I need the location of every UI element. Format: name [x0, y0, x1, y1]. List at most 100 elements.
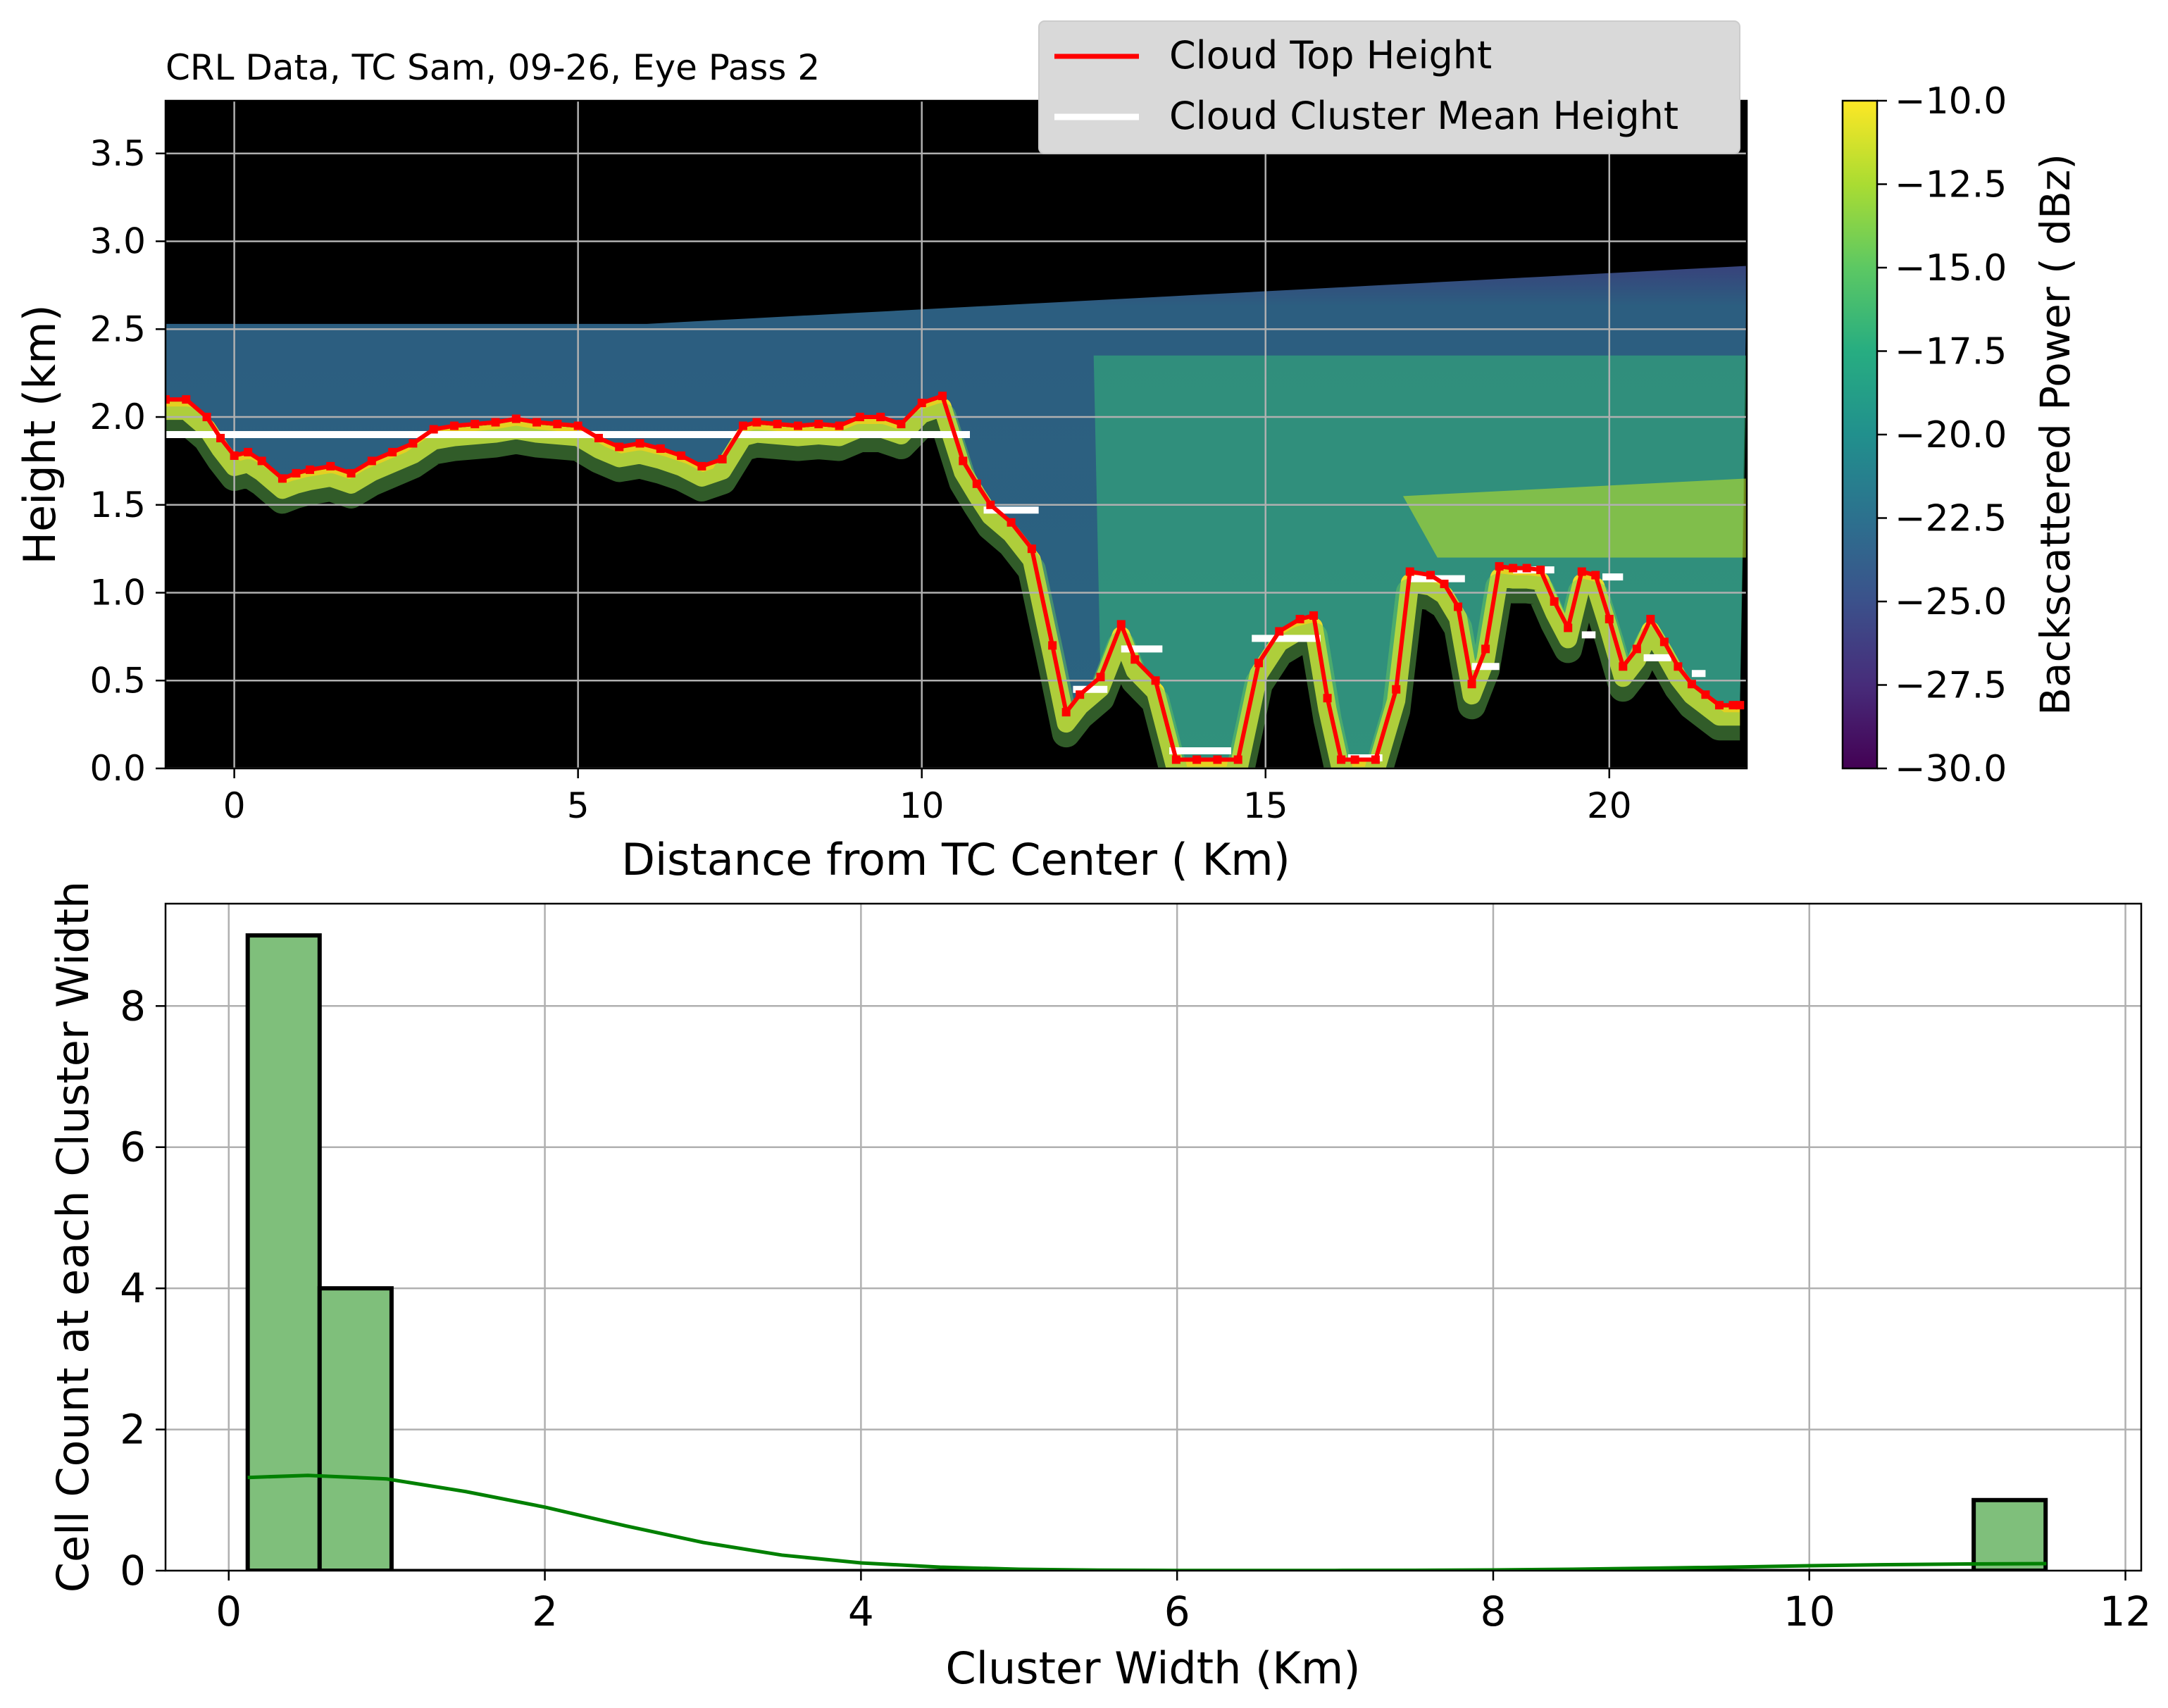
cloud-top-point: [1714, 701, 1724, 710]
cloud-top-point: [1426, 571, 1435, 580]
backscatter-bright-region: [1402, 478, 1747, 558]
histogram-y-tick-label: 2: [120, 1406, 146, 1454]
heatmap-y-tick-label: 1.5: [89, 485, 146, 525]
cloud-top-point: [1467, 680, 1476, 689]
cloud-top-point: [1254, 659, 1263, 668]
cloud-top-point: [1371, 755, 1380, 764]
histogram-x-tick-label: 10: [1783, 1588, 1836, 1635]
histogram-y-ticks: 0 2 4 6 8: [120, 982, 166, 1595]
cloud-top-point: [230, 451, 239, 460]
histogram-y-tick-label: 8: [120, 982, 146, 1030]
cloud-top-point: [1116, 620, 1126, 629]
cloud-top-point: [1405, 567, 1414, 576]
histogram-x-ticks: 0 2 4 6 8 10 12: [216, 1571, 2151, 1635]
cloud-top-point: [738, 421, 747, 430]
histogram-x-tick-label: 2: [532, 1588, 558, 1635]
cloud-top-point: [511, 414, 521, 423]
cloud-top-point: [986, 500, 995, 509]
histogram-x-tick-label: 4: [848, 1588, 874, 1635]
cloud-top-point: [429, 425, 438, 434]
heatmap-y-tick-label: 2.5: [89, 308, 146, 349]
histogram-y-tick-label: 6: [120, 1123, 146, 1171]
cloud-top-point: [677, 451, 686, 460]
cloud-top-point: [1736, 701, 1745, 710]
legend: Cloud Top Height Cloud Cluster Mean Heig…: [1038, 20, 1740, 154]
colorbar-ticks: −10.0 −12.5 −15.0 −17.5 −20.0 −22.5 −25.0 −27.5…: [1877, 80, 2007, 790]
cloud-top-point: [1130, 655, 1140, 664]
cloud-top-point: [1632, 644, 1641, 654]
cloud-top-point: [1659, 637, 1669, 647]
cloud-top-height-markers: [166, 392, 1745, 764]
heatmap-x-tick-label: 20: [1587, 785, 1632, 826]
histogram-grid: [166, 904, 2141, 1571]
heatmap-title: CRL Data, TC Sam, 09-26, Eye Pass 2: [166, 47, 820, 88]
cloud-top-point: [491, 418, 500, 427]
cloud-top-point: [635, 439, 644, 448]
cloud-top-point: [1061, 708, 1071, 717]
heatmap-x-tick-label: 5: [567, 785, 590, 826]
heatmap-y-tick-label: 1.0: [89, 573, 146, 613]
histogram-bar: [317, 1286, 394, 1571]
colorbar-gradient: [1841, 99, 1879, 770]
cloud-top-point: [1323, 694, 1332, 703]
cloud-top-point: [1619, 662, 1628, 671]
cloud-top-point: [1007, 518, 1016, 527]
below-cloud-region: [166, 409, 1747, 768]
cloud-top-point: [1495, 562, 1504, 571]
cloud-top-point: [1027, 544, 1036, 554]
cloud-top-point: [532, 418, 542, 427]
cloud-top-point: [257, 456, 266, 466]
cloud-top-point: [1096, 673, 1105, 682]
heatmap-y-tick-label: 2.0: [89, 397, 146, 437]
colorbar-tick-label: −30.0: [1895, 748, 2007, 790]
colorbar-tick-label: −22.5: [1895, 498, 2007, 540]
heatmap-x-ticks: 0 5 10 15 20: [223, 768, 1632, 826]
histogram-y-axis-label: Cell Count at each Cluster Width: [47, 881, 99, 1593]
cloud-top-point: [1350, 755, 1359, 764]
histogram-x-tick-label: 8: [1481, 1588, 1507, 1635]
heatmap-y-tick-label: 3.5: [89, 133, 146, 174]
heatmap-y-tick-label: 3.0: [89, 221, 146, 262]
cloud-top-point: [1591, 571, 1600, 580]
cloud-top-point: [615, 442, 624, 451]
cloud-top-point: [1687, 680, 1696, 689]
legend-cluster-mean-label: Cloud Cluster Mean Height: [1169, 94, 1678, 138]
histogram-y-tick-label: 4: [120, 1264, 146, 1312]
cloud-top-point: [471, 420, 480, 429]
cloud-top-point: [917, 399, 926, 408]
cloud-top-point: [202, 413, 211, 422]
colorbar-tick-label: −10.0: [1895, 80, 2007, 123]
colorbar-tick-label: −27.5: [1895, 665, 2007, 707]
cloud-top-point: [553, 420, 562, 429]
histogram-bar: [1971, 1497, 2048, 1571]
cloud-top-point: [794, 421, 802, 430]
histogram-panel: 0 2 4 6 8 10 12 0 2 4 6 8 Cluster Width (Km) Cell …: [47, 881, 2151, 1694]
cloud-top-point: [876, 413, 885, 422]
heatmap-x-tick-label: 10: [899, 785, 945, 826]
cloud-top-point: [1076, 690, 1085, 699]
colorbar-tick-label: −12.5: [1895, 164, 2007, 206]
histogram-x-tick-label: 12: [2100, 1588, 2152, 1635]
cloud-top-point: [959, 456, 968, 466]
cloud-top-point: [1536, 566, 1545, 575]
cloud-top-point: [292, 468, 301, 478]
heatmap-panel: 0 5 10 15 20 0.0 0.5 1.0 1.5 2.0 2.5 3.0 3.5 CRL Da…: [14, 47, 1748, 885]
cloud-top-point: [752, 418, 761, 427]
cloud-top-point: [1233, 755, 1242, 764]
cloud-top-point: [367, 456, 376, 466]
histogram-bar: [245, 933, 322, 1571]
cloud-top-point: [1440, 580, 1449, 589]
cloud-top-point: [656, 444, 665, 453]
colorbar: −10.0 −12.5 −15.0 −17.5 −20.0 −22.5 −25.0 −27.5…: [1841, 80, 2079, 790]
legend-cloud-top-label: Cloud Top Height: [1169, 33, 1492, 77]
cloud-top-point: [1454, 602, 1463, 611]
cloud-top-point: [1577, 567, 1586, 576]
colorbar-tick-label: −17.5: [1895, 331, 2007, 373]
histogram-y-tick-label: 0: [120, 1547, 146, 1595]
cloud-top-point: [216, 433, 225, 442]
histogram-x-axis-label: Cluster Width (Km): [945, 1642, 1360, 1694]
histogram-x-tick-label: 0: [216, 1588, 242, 1635]
cloud-top-point: [718, 454, 727, 463]
cloud-top-point: [1701, 690, 1710, 699]
